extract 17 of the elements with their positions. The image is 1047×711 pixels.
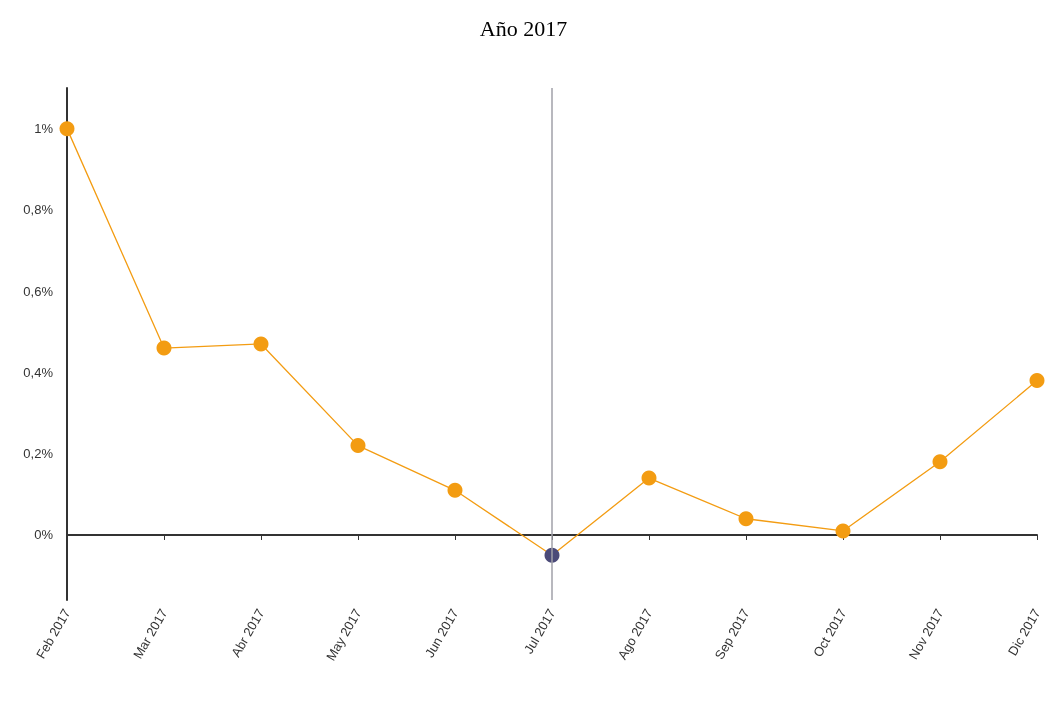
point [156,340,172,356]
point [641,470,657,486]
point [59,121,75,137]
y-tick-label: 0,8% [23,202,54,218]
chart-title: Año 2017 [479,15,568,41]
y-tick-label: 0,4% [23,364,54,380]
point [835,523,851,539]
y-tick-label: 0% [34,527,54,543]
point [350,438,366,454]
point [1029,373,1045,389]
y-tick-label: 0,6% [23,283,54,299]
point [253,336,269,352]
point [738,511,754,527]
y-tick-label: 1% [34,121,54,137]
point [932,454,948,470]
point [447,482,463,498]
y-tick-label: 0,2% [23,446,54,462]
